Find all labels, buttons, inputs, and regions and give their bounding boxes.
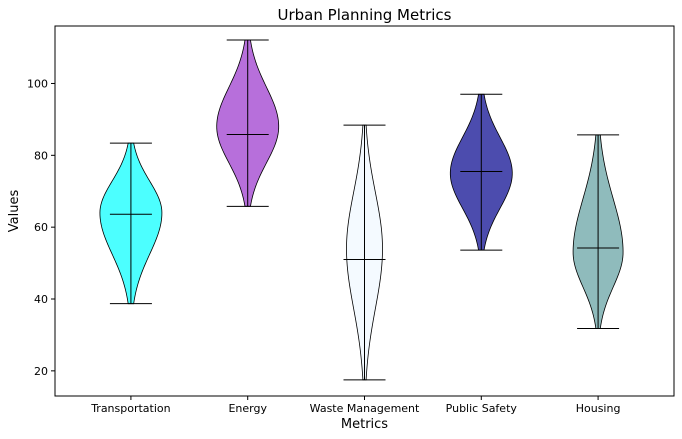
y-tick-label: 80 xyxy=(34,149,48,162)
y-axis-ticks: 20 40 60 80 100 xyxy=(27,77,55,378)
x-tick-label: Transportation xyxy=(90,402,170,415)
x-axis-ticks: Transportation Energy Waste Management Publ… xyxy=(90,396,620,415)
x-tick-label: Housing xyxy=(576,402,621,415)
x-tick-label: Waste Management xyxy=(310,402,420,415)
violins-layer xyxy=(99,39,624,381)
chart-title: Urban Planning Metrics xyxy=(278,6,452,24)
x-tick-label: Energy xyxy=(228,402,267,415)
y-axis-label: Values xyxy=(7,190,22,233)
y-tick-label: 60 xyxy=(34,221,48,234)
y-tick-label: 40 xyxy=(34,293,48,306)
y-tick-label: 100 xyxy=(27,77,48,90)
x-axis-label: Metrics xyxy=(341,417,388,432)
x-tick-label: Public Safety xyxy=(446,402,518,415)
y-tick-label: 20 xyxy=(34,365,48,378)
